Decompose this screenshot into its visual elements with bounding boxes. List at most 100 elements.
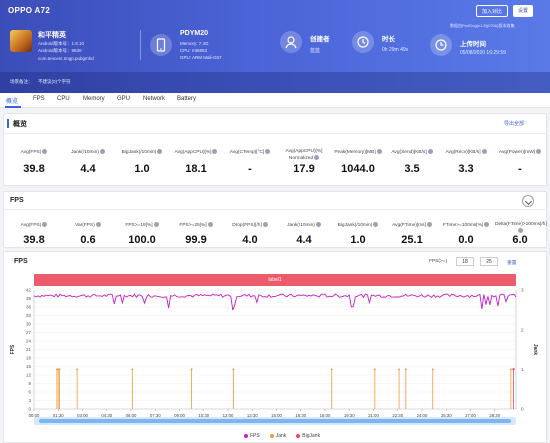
info-icon[interactable] — [314, 155, 320, 160]
info-icon[interactable] — [426, 222, 432, 227]
info-icon[interactable] — [484, 222, 490, 227]
legend-item[interactable]: BigJank — [296, 433, 320, 439]
tab-gpu[interactable]: GPU — [117, 96, 131, 102]
info-icon[interactable] — [315, 222, 321, 227]
fps-stats-panel: FPS Avg(FPS) 39.8 Var(FPS) 0.6 FPS>=18[%] 100… — [3, 191, 547, 248]
fps-filter-label: FPS(>=) — [429, 259, 448, 264]
reset-button[interactable]: 重置 — [507, 261, 517, 266]
settings-button[interactable]: 设置 — [513, 5, 534, 17]
x-tick-label: 04:30 — [101, 413, 112, 418]
jank-point — [131, 368, 134, 371]
fps-threshold-input-1[interactable]: 18 — [456, 257, 474, 266]
legend-swatch — [244, 433, 248, 438]
tab-overview[interactable]: 概览 — [6, 99, 19, 105]
x-tick-label: 07:30 — [150, 413, 161, 418]
info-icon[interactable] — [373, 222, 379, 227]
x-tick-label: 12:00 — [223, 413, 234, 418]
x-tick-label: 16:30 — [295, 413, 306, 418]
info-icon[interactable] — [42, 149, 48, 154]
y-right-tick-label: 0 — [521, 407, 524, 412]
time-range-slider[interactable] — [34, 417, 516, 425]
info-icon[interactable] — [518, 228, 523, 233]
info-icon[interactable] — [207, 222, 213, 227]
user-icon — [280, 31, 302, 53]
info-icon[interactable] — [376, 149, 382, 154]
jank-point — [76, 368, 79, 371]
fps-metric-value: 4.4 — [296, 234, 312, 246]
collapse-chevron-icon[interactable] — [522, 195, 534, 207]
add-compare-button[interactable]: 加入对比 — [476, 5, 509, 17]
tab-cpu[interactable]: CPU — [57, 96, 70, 102]
creator-value: 蓝蓝 — [310, 48, 321, 54]
x-tick-label: 09:00 — [174, 413, 185, 418]
info-icon[interactable] — [262, 222, 268, 227]
info-icon[interactable] — [157, 149, 163, 154]
fps-metric-value: 6.0 — [512, 234, 528, 246]
y-tick-label: 42 — [26, 288, 32, 293]
info-icon[interactable] — [99, 149, 105, 154]
fps-metric-label: BigJank(/10min) — [333, 222, 383, 229]
x-tick-label: 03:00 — [77, 413, 88, 418]
info-icon[interactable] — [481, 149, 487, 154]
upload-time-value: 05/08/2020 16:29:59 — [460, 50, 506, 56]
legend-item[interactable]: FPS — [244, 433, 260, 439]
game-build-line: Android版本号：9630 — [38, 48, 82, 53]
info-icon[interactable] — [427, 149, 433, 154]
jank-point — [330, 368, 333, 371]
scene-note-input[interactable]: 不建议(0)个字符 — [38, 79, 71, 84]
device-gpu: GPU: ARM Mali-G57 — [180, 55, 222, 60]
y-right-tick-label: 2 — [521, 327, 524, 332]
metric-tabs: 概览 FPS CPU Memory GPU Network Battery — [0, 93, 550, 108]
overview-metric-value: - — [518, 163, 522, 175]
divider — [4, 133, 546, 134]
phone-icon — [150, 34, 172, 56]
y-tick-label: 39 — [26, 296, 32, 301]
jank-point — [404, 368, 407, 371]
y-tick-label: 12 — [26, 373, 32, 378]
tab-fps[interactable]: FPS — [33, 96, 45, 102]
device-brand-title: OPPO A72 — [8, 6, 51, 15]
jank-point — [58, 368, 61, 371]
info-icon[interactable] — [95, 222, 101, 227]
overview-metric-label: Jank(/10min) — [63, 149, 113, 156]
game-version-line: Android版本号：1.8.10 — [38, 41, 85, 46]
export-all-link[interactable]: 导出全部 — [504, 121, 525, 127]
info-icon[interactable] — [42, 222, 48, 227]
bigjank-point — [512, 368, 515, 371]
overview-metric-label: Peak(Memory)[MB] — [333, 149, 383, 156]
slider-range[interactable] — [39, 419, 511, 423]
x-tick-label: 27:00 — [465, 413, 476, 418]
y-tick-label: 3 — [28, 398, 31, 403]
x-tick-label: 00:00 — [29, 413, 40, 418]
legend-item[interactable]: Jank — [269, 433, 286, 439]
y-tick-label: 24 — [26, 339, 32, 344]
x-tick-label: 24:00 — [417, 413, 428, 418]
fps-threshold-input-2[interactable]: 25 — [480, 257, 498, 266]
tab-memory[interactable]: Memory — [83, 96, 105, 102]
overview-metric-value: 39.8 — [23, 163, 45, 175]
creator-title: 创建者 — [310, 36, 330, 43]
x-tick-label: 25:30 — [441, 413, 452, 418]
info-icon[interactable] — [153, 222, 159, 227]
overview-metric-value: 3.5 — [404, 163, 420, 175]
tab-battery[interactable]: Battery — [177, 96, 197, 102]
x-tick-label: 13:30 — [247, 413, 258, 418]
jank-point — [232, 368, 235, 371]
game-icon — [10, 30, 32, 52]
overview-metric-value: - — [248, 163, 252, 175]
x-tick-label: 21:00 — [368, 413, 379, 418]
info-icon[interactable] — [212, 149, 218, 154]
label-band[interactable]: label1 — [34, 274, 516, 286]
fps-metric-value: 0.6 — [80, 234, 96, 246]
info-icon[interactable] — [265, 149, 271, 154]
overview-metric-value: 3.3 — [458, 163, 474, 175]
info-icon[interactable] — [536, 149, 542, 154]
tab-network[interactable]: Network — [143, 96, 166, 102]
overview-metric-label: Avg(Recv)[KB/s] — [441, 149, 491, 156]
x-tick-label: 01:30 — [53, 413, 64, 418]
fps-metric-value: 0.0 — [458, 234, 474, 246]
fps-metric-label: Jank(/10min) — [279, 222, 329, 229]
jank-point — [509, 368, 512, 371]
